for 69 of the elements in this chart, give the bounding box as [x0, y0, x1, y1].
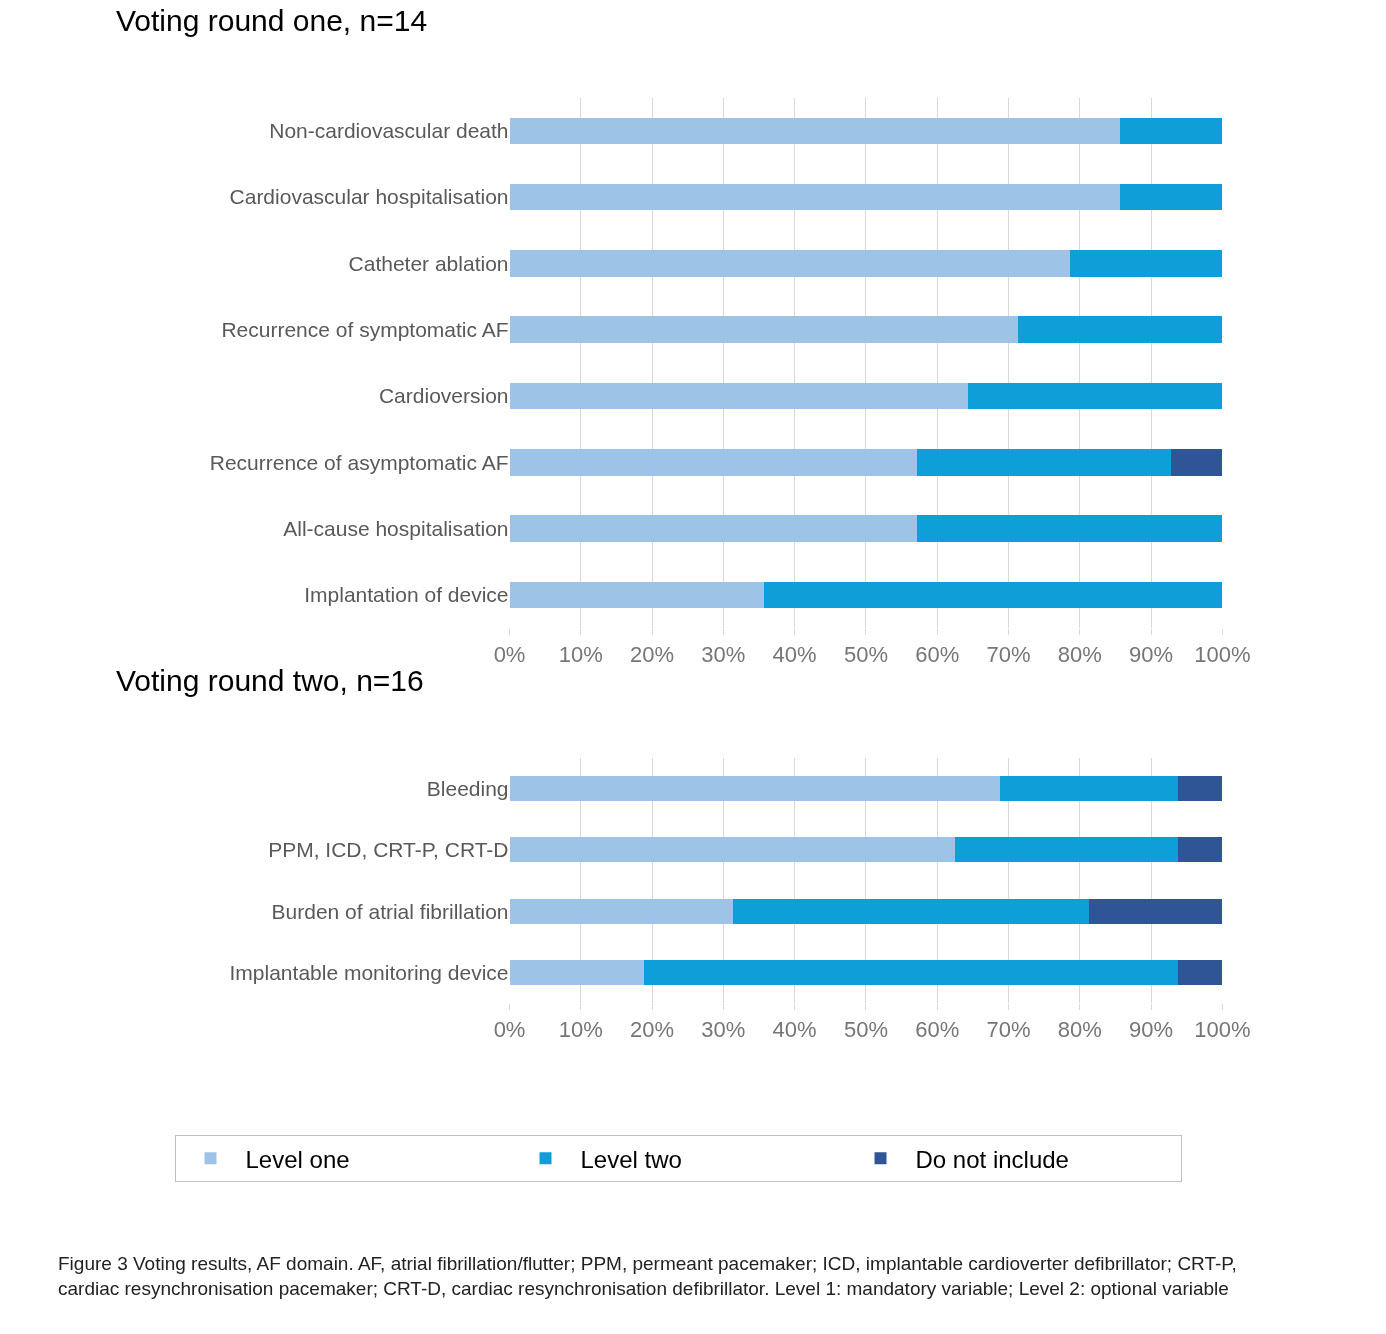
bar — [916, 515, 1223, 542]
x-tick-label: 10% — [558, 1016, 603, 1042]
bar — [509, 776, 1000, 801]
bar — [999, 776, 1179, 801]
y-tick-label: Recurrence of asymptomatic AF — [209, 450, 509, 474]
y-tick-label: Implantable monitoring device — [229, 961, 509, 985]
bar — [509, 382, 968, 410]
bar — [1089, 898, 1223, 924]
bar — [967, 382, 1223, 410]
bar — [1120, 117, 1223, 145]
x-tick-label: 30% — [701, 641, 746, 667]
x-tick-label: 100% — [1194, 641, 1251, 667]
bar — [732, 898, 1090, 924]
bar — [916, 449, 1171, 476]
bar — [1018, 316, 1223, 344]
x-tick-label: 40% — [772, 1016, 817, 1042]
bar — [509, 837, 956, 863]
y-tick-label: PPM, ICD, CRT-P, CRT-D — [268, 838, 509, 862]
bar — [509, 316, 1019, 344]
bar — [1120, 183, 1223, 211]
bar — [509, 515, 917, 542]
chart-title: Voting round two, n=16 — [116, 664, 424, 697]
x-tick-label: 70% — [986, 641, 1031, 667]
bar — [643, 960, 1179, 985]
bar — [1171, 449, 1223, 476]
y-tick-label: Burden of atrial fibrillation — [271, 899, 509, 923]
y-tick-label: Bleeding — [426, 776, 509, 800]
chart-title: Voting round one, n=14 — [116, 4, 428, 37]
x-tick-label: 50% — [843, 641, 888, 667]
x-tick-label: 70% — [986, 1016, 1031, 1042]
bar — [509, 449, 917, 476]
x-tick-label: 80% — [1057, 641, 1102, 667]
x-tick-label: 0% — [493, 1016, 526, 1042]
y-tick-label: Non-cardiovascular death — [269, 119, 509, 143]
y-tick-label: Catheter ablation — [348, 251, 509, 275]
y-tick-label: Implantation of device — [304, 583, 509, 607]
y-tick-label: Cardiovascular hospitalisation — [229, 185, 509, 209]
x-tick-label: 10% — [558, 641, 603, 667]
x-tick-label: 30% — [701, 1016, 746, 1042]
bar — [1178, 837, 1223, 863]
y-tick-label: All-cause hospitalisation — [283, 517, 509, 541]
x-tick-label: 60% — [915, 1016, 960, 1042]
bar — [509, 960, 644, 985]
y-tick-label: Cardioversion — [378, 384, 509, 408]
bar — [1178, 776, 1223, 801]
x-tick-label: 40% — [772, 641, 817, 667]
bar — [763, 581, 1223, 609]
y-tick-label: Recurrence of symptomatic AF — [221, 318, 509, 342]
x-tick-label: 50% — [843, 1016, 888, 1042]
bar — [509, 898, 733, 924]
legend-label: Do not include — [915, 1145, 1069, 1173]
x-tick-label: 90% — [1129, 1016, 1174, 1042]
x-tick-label: 20% — [630, 641, 675, 667]
x-tick-label: 60% — [915, 641, 960, 667]
bar — [1178, 960, 1223, 985]
x-tick-label: 80% — [1057, 1016, 1102, 1042]
bar — [509, 183, 1121, 211]
bar — [509, 250, 1070, 277]
legend-label: Level two — [580, 1145, 682, 1173]
caption: Figure 3 Voting results, AF domain. AF, atrial fibrillation/flutter; PPM, permeant pacemaker; ICD, implantable cardioverter defibrillator; CRT-P, cardiac resynchronisation pacemaker; CRT-D, cardiac resynchronisation defibrillator. Level 1: mandatory variable; Level 2: optional variable — [58, 1253, 1237, 1299]
x-tick-label: 90% — [1129, 641, 1174, 667]
bar — [509, 581, 764, 609]
x-tick-label: 20% — [630, 1016, 675, 1042]
bar — [1069, 250, 1223, 277]
bar — [955, 837, 1179, 863]
x-tick-label: 0% — [493, 641, 526, 667]
legend-label: Level one — [245, 1145, 350, 1173]
x-tick-label: 100% — [1194, 1016, 1251, 1042]
bar — [509, 117, 1121, 145]
